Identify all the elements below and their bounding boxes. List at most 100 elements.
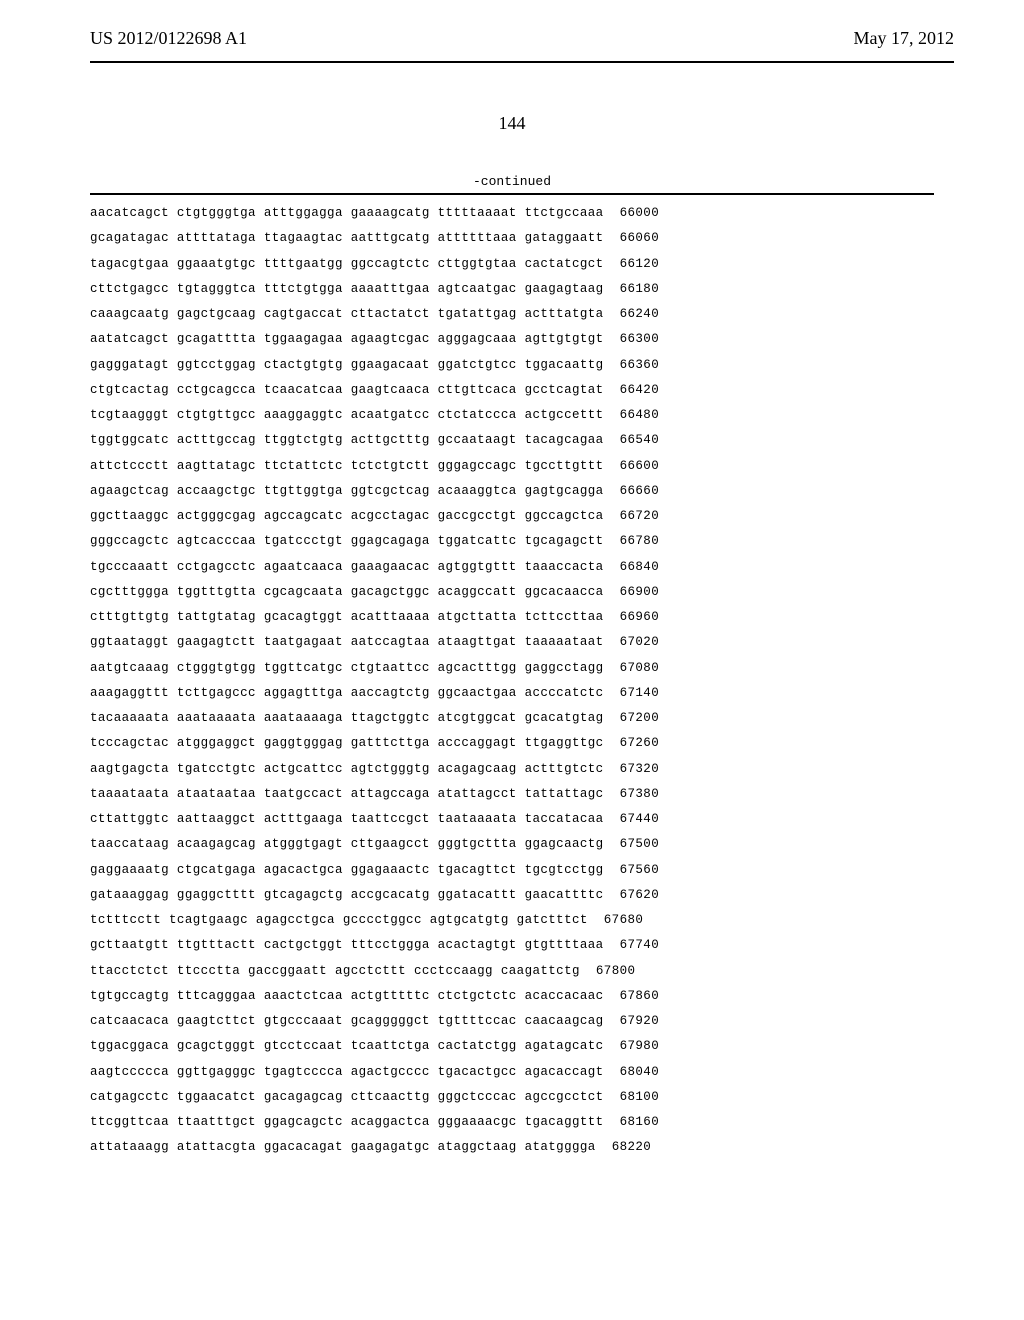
sequence-row: tggtggcatc actttgccag ttggtctgtg acttgct… bbox=[90, 428, 934, 453]
sequence-text: tacaaaaata aaataaaata aaataaaaga ttagctg… bbox=[90, 706, 604, 731]
sequence-text: cttctgagcc tgtagggtca tttctgtgga aaaattt… bbox=[90, 277, 604, 302]
sequence-text: tcgtaagggt ctgtgttgcc aaaggaggtc acaatga… bbox=[90, 403, 604, 428]
sequence-text: agaagctcag accaagctgc ttgttggtga ggtcgct… bbox=[90, 479, 604, 504]
sequence-position: 67800 bbox=[596, 959, 636, 984]
sequence-text: cttattggtc aattaaggct actttgaaga taattcc… bbox=[90, 807, 604, 832]
sequence-top-rule bbox=[90, 193, 934, 195]
sequence-row: aaagaggttt tcttgagccc aggagtttga aaccagt… bbox=[90, 681, 934, 706]
sequence-position: 66300 bbox=[620, 327, 660, 352]
sequence-position: 67080 bbox=[620, 656, 660, 681]
sequence-position: 66660 bbox=[620, 479, 660, 504]
sequence-position: 67860 bbox=[620, 984, 660, 1009]
sequence-row: aatgtcaaag ctgggtgtgg tggttcatgc ctgtaat… bbox=[90, 656, 934, 681]
sequence-row: aatatcagct gcagatttta tggaagagaa agaagtc… bbox=[90, 327, 934, 352]
sequence-row: gcagatagac attttataga ttagaagtac aatttgc… bbox=[90, 226, 934, 251]
sequence-position: 67200 bbox=[620, 706, 660, 731]
sequence-position: 67320 bbox=[620, 757, 660, 782]
sequence-text: aatgtcaaag ctgggtgtgg tggttcatgc ctgtaat… bbox=[90, 656, 604, 681]
sequence-position: 66780 bbox=[620, 529, 660, 554]
sequence-row: ctgtcactag cctgcagcca tcaacatcaa gaagtca… bbox=[90, 378, 934, 403]
sequence-position: 66900 bbox=[620, 580, 660, 605]
sequence-position: 67020 bbox=[620, 630, 660, 655]
sequence-position: 67260 bbox=[620, 731, 660, 756]
sequence-position: 68040 bbox=[620, 1060, 660, 1085]
header-rule bbox=[90, 61, 954, 63]
sequence-text: tcccagctac atgggaggct gaggtgggag gatttct… bbox=[90, 731, 604, 756]
sequence-position: 67560 bbox=[620, 858, 660, 883]
sequence-text: taaaataata ataataataa taatgccact attagcc… bbox=[90, 782, 604, 807]
sequence-position: 67680 bbox=[604, 908, 644, 933]
sequence-text: ttcggttcaa ttaatttgct ggagcagctc acaggac… bbox=[90, 1110, 604, 1135]
sequence-row: tgcccaaatt cctgagcctc agaatcaaca gaaagaa… bbox=[90, 555, 934, 580]
sequence-row: agaagctcag accaagctgc ttgttggtga ggtcgct… bbox=[90, 479, 934, 504]
sequence-position: 68160 bbox=[620, 1110, 660, 1135]
sequence-row: gagggatagt ggtcctggag ctactgtgtg ggaagac… bbox=[90, 353, 934, 378]
sequence-row: ttacctctct ttccctta gaccggaatt agcctcttt… bbox=[90, 959, 934, 984]
sequence-position: 66120 bbox=[620, 252, 660, 277]
sequence-position: 67740 bbox=[620, 933, 660, 958]
sequence-position: 67380 bbox=[620, 782, 660, 807]
sequence-position: 68220 bbox=[612, 1135, 652, 1160]
publication-number: US 2012/0122698 A1 bbox=[90, 28, 247, 49]
sequence-row: catgagcctc tggaacatct gacagagcag cttcaac… bbox=[90, 1085, 934, 1110]
sequence-text: ggtaataggt gaagagtctt taatgagaat aatccag… bbox=[90, 630, 604, 655]
sequence-row: ttcggttcaa ttaatttgct ggagcagctc acaggac… bbox=[90, 1110, 934, 1135]
page-number: 144 bbox=[0, 113, 1024, 134]
continued-label: -continued bbox=[0, 174, 1024, 189]
sequence-position: 68100 bbox=[620, 1085, 660, 1110]
sequence-text: gcagatagac attttataga ttagaagtac aatttgc… bbox=[90, 226, 604, 251]
sequence-row: tctttcctt tcagtgaagc agagcctgca gcccctgg… bbox=[90, 908, 934, 933]
sequence-position: 67980 bbox=[620, 1034, 660, 1059]
sequence-row: ggtaataggt gaagagtctt taatgagaat aatccag… bbox=[90, 630, 934, 655]
sequence-row: tcgtaagggt ctgtgttgcc aaaggaggtc acaatga… bbox=[90, 403, 934, 428]
sequence-text: gagggatagt ggtcctggag ctactgtgtg ggaagac… bbox=[90, 353, 604, 378]
sequence-row: cgctttggga tggtttgtta cgcagcaata gacagct… bbox=[90, 580, 934, 605]
sequence-row: gcttaatgtt ttgtttactt cactgctggt tttcctg… bbox=[90, 933, 934, 958]
sequence-text: tctttcctt tcagtgaagc agagcctgca gcccctgg… bbox=[90, 908, 588, 933]
sequence-text: ttacctctct ttccctta gaccggaatt agcctcttt… bbox=[90, 959, 580, 984]
sequence-row: aacatcagct ctgtgggtga atttggagga gaaaagc… bbox=[90, 201, 934, 226]
sequence-text: catgagcctc tggaacatct gacagagcag cttcaac… bbox=[90, 1085, 604, 1110]
sequence-text: tagacgtgaa ggaaatgtgc ttttgaatgg ggccagt… bbox=[90, 252, 604, 277]
sequence-row: cttctgagcc tgtagggtca tttctgtgga aaaattt… bbox=[90, 277, 934, 302]
sequence-text: gggccagctc agtcacccaa tgatccctgt ggagcag… bbox=[90, 529, 604, 554]
sequence-row: taaccataag acaagagcag atgggtgagt cttgaag… bbox=[90, 832, 934, 857]
sequence-text: ctttgttgtg tattgtatag gcacagtggt acattta… bbox=[90, 605, 604, 630]
sequence-text: tgtgccagtg tttcagggaa aaactctcaa actgttt… bbox=[90, 984, 604, 1009]
sequence-text: gaggaaaatg ctgcatgaga agacactgca ggagaaa… bbox=[90, 858, 604, 883]
sequence-row: gaggaaaatg ctgcatgaga agacactgca ggagaaa… bbox=[90, 858, 934, 883]
sequence-text: aatatcagct gcagatttta tggaagagaa agaagtc… bbox=[90, 327, 604, 352]
sequence-row: attctccctt aagttatagc ttctattctc tctctgt… bbox=[90, 454, 934, 479]
sequence-position: 66540 bbox=[620, 428, 660, 453]
sequence-text: attctccctt aagttatagc ttctattctc tctctgt… bbox=[90, 454, 604, 479]
sequence-text: gcttaatgtt ttgtttactt cactgctggt tttcctg… bbox=[90, 933, 604, 958]
sequence-text: aagtccccca ggttgagggc tgagtcccca agactgc… bbox=[90, 1060, 604, 1085]
sequence-position: 66000 bbox=[620, 201, 660, 226]
sequence-row: cttattggtc aattaaggct actttgaaga taattcc… bbox=[90, 807, 934, 832]
sequence-position: 66960 bbox=[620, 605, 660, 630]
sequence-position: 66060 bbox=[620, 226, 660, 251]
sequence-text: aacatcagct ctgtgggtga atttggagga gaaaagc… bbox=[90, 201, 604, 226]
sequence-position: 66720 bbox=[620, 504, 660, 529]
sequence-text: catcaacaca gaagtcttct gtgcccaaat gcagggg… bbox=[90, 1009, 604, 1034]
sequence-position: 66420 bbox=[620, 378, 660, 403]
sequence-listing: aacatcagct ctgtgggtga atttggagga gaaaagc… bbox=[0, 201, 1024, 1161]
sequence-position: 67140 bbox=[620, 681, 660, 706]
sequence-row: tacaaaaata aaataaaata aaataaaaga ttagctg… bbox=[90, 706, 934, 731]
sequence-text: attataaagg atattacgta ggacacagat gaagaga… bbox=[90, 1135, 596, 1160]
sequence-row: catcaacaca gaagtcttct gtgcccaaat gcagggg… bbox=[90, 1009, 934, 1034]
sequence-text: tggacggaca gcagctgggt gtcctccaat tcaattc… bbox=[90, 1034, 604, 1059]
sequence-position: 66180 bbox=[620, 277, 660, 302]
sequence-position: 66600 bbox=[620, 454, 660, 479]
sequence-row: gataaaggag ggaggctttt gtcagagctg accgcac… bbox=[90, 883, 934, 908]
sequence-row: ctttgttgtg tattgtatag gcacagtggt acattta… bbox=[90, 605, 934, 630]
sequence-position: 67500 bbox=[620, 832, 660, 857]
sequence-text: cgctttggga tggtttgtta cgcagcaata gacagct… bbox=[90, 580, 604, 605]
sequence-text: gataaaggag ggaggctttt gtcagagctg accgcac… bbox=[90, 883, 604, 908]
page-header: US 2012/0122698 A1 May 17, 2012 bbox=[0, 0, 1024, 57]
sequence-row: ggcttaaggc actgggcgag agccagcatc acgccta… bbox=[90, 504, 934, 529]
sequence-position: 67440 bbox=[620, 807, 660, 832]
sequence-row: taaaataata ataataataa taatgccact attagcc… bbox=[90, 782, 934, 807]
sequence-position: 67920 bbox=[620, 1009, 660, 1034]
sequence-text: tggtggcatc actttgccag ttggtctgtg acttgct… bbox=[90, 428, 604, 453]
